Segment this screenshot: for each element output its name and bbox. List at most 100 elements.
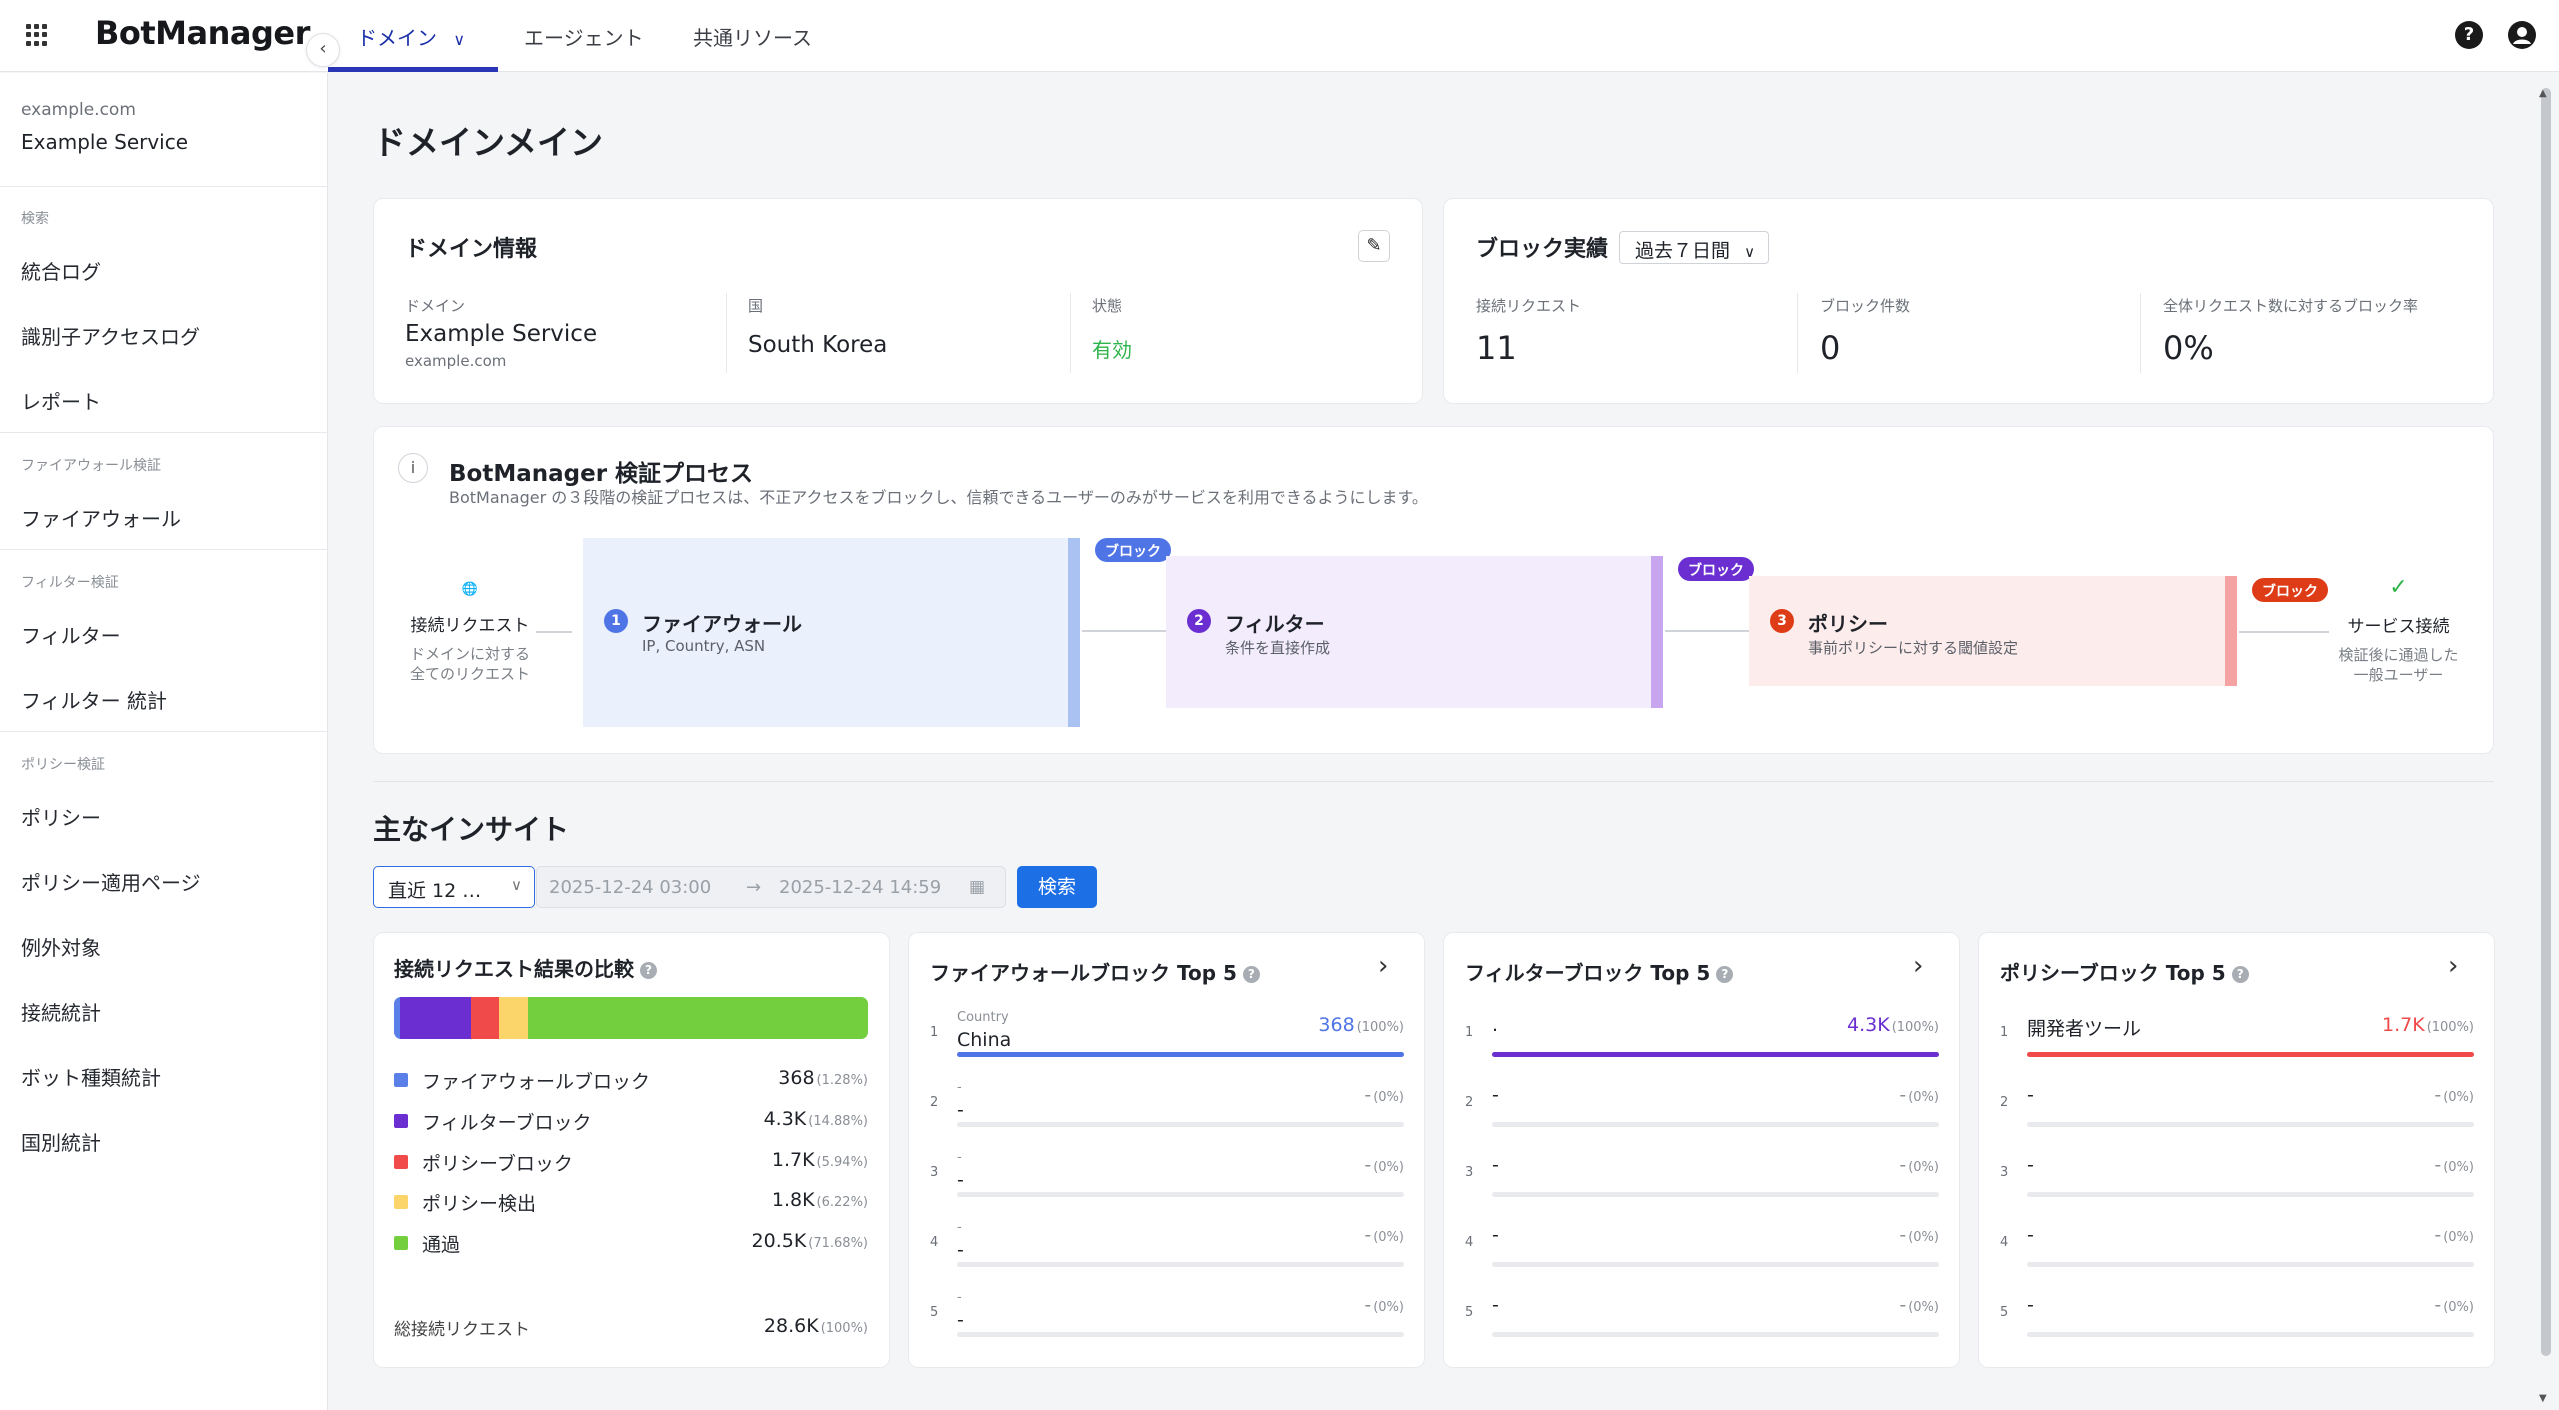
sidebar-section-filter: フィルター検証 bbox=[21, 575, 119, 591]
metric-value-blocks: 0 bbox=[1820, 329, 1841, 367]
legend-value: 1.7K (5.94%) bbox=[772, 1149, 868, 1171]
rank-pct: (0%) bbox=[2443, 1300, 2474, 1315]
rank-value: - (0%) bbox=[2434, 1084, 2474, 1106]
top5-card-title-text: ファイアウォールブロック Top 5 bbox=[930, 961, 1237, 985]
help-icon[interactable]: ? bbox=[640, 962, 657, 979]
date-range-picker[interactable]: 2025-12-24 03:00 → 2025-12-24 14:59 ▦ bbox=[536, 866, 1006, 908]
pencil-icon: ✎ bbox=[1366, 235, 1382, 256]
scroll-down-icon[interactable]: ▼ bbox=[2539, 1393, 2547, 1404]
help-icon[interactable]: ? bbox=[1242, 966, 1260, 983]
legend-count: 1.7K bbox=[771, 1148, 815, 1171]
tab-shared-resources[interactable]: 共通リソース bbox=[693, 26, 812, 50]
rank-count: - bbox=[2434, 1154, 2442, 1176]
rank-row[interactable]: 4- - (0%) bbox=[2000, 1220, 2474, 1280]
rank-row[interactable]: 1 開発者ツール 1.7K (100%) bbox=[2000, 1010, 2474, 1070]
stacked-bar-segment bbox=[528, 997, 868, 1039]
sidebar-item-filter-stats[interactable]: フィルター 統計 bbox=[21, 689, 167, 713]
rank-bar-track bbox=[1492, 1122, 1939, 1127]
rank-row[interactable]: 5- - - (0%) bbox=[930, 1290, 1404, 1350]
rank-number: 3 bbox=[1465, 1165, 1474, 1180]
status-label: 状態 bbox=[1092, 297, 1123, 315]
start-endpoint-sub-2: 全てのリクエスト bbox=[409, 665, 530, 683]
legend-pct: (1.28%) bbox=[816, 1073, 868, 1088]
sidebar-collapse-button[interactable]: ‹ bbox=[306, 33, 340, 67]
help-icon[interactable]: ? bbox=[1716, 966, 1734, 983]
rank-number: 2 bbox=[930, 1095, 939, 1110]
sidebar-item-connection-stats[interactable]: 接続統計 bbox=[21, 1001, 101, 1025]
rank-number: 5 bbox=[930, 1305, 939, 1320]
sidebar-item-exceptions[interactable]: 例外対象 bbox=[21, 936, 101, 960]
app-grid-icon[interactable] bbox=[26, 24, 48, 46]
rank-name: - bbox=[2027, 1084, 2034, 1106]
sidebar-item-firewall[interactable]: ファイアウォール bbox=[21, 507, 181, 531]
sidebar-item-integrated-log[interactable]: 統合ログ bbox=[21, 260, 101, 284]
sidebar-item-report[interactable]: レポート bbox=[21, 390, 101, 414]
sidebar-item-bot-type-stats[interactable]: ボット種類統計 bbox=[21, 1066, 161, 1090]
legend-label: ポリシーブロック bbox=[422, 1152, 573, 1175]
rank-row[interactable]: 1 Country China 368 (100%) bbox=[930, 1010, 1404, 1070]
page-scrollbar[interactable] bbox=[2541, 88, 2551, 1356]
rank-count: - bbox=[1899, 1294, 1907, 1316]
stage-firewall bbox=[583, 538, 1070, 727]
period-select[interactable]: 過去７日間 ∨ bbox=[1619, 231, 1769, 264]
sidebar-item-country-stats[interactable]: 国別統計 bbox=[21, 1131, 101, 1155]
account-icon[interactable] bbox=[2508, 21, 2536, 49]
rank-row[interactable]: 2- - (0%) bbox=[2000, 1080, 2474, 1140]
sidebar-item-policy[interactable]: ポリシー bbox=[21, 806, 101, 830]
legend-swatch bbox=[394, 1236, 408, 1251]
scroll-up-icon[interactable]: ▲ bbox=[2539, 88, 2547, 99]
stage-firewall-bar bbox=[1068, 538, 1080, 727]
stage-policy bbox=[1749, 576, 2236, 686]
divider bbox=[2140, 293, 2141, 373]
sidebar-item-identifier-access-log[interactable]: 識別子アクセスログ bbox=[21, 325, 200, 349]
stage-filter bbox=[1166, 556, 1653, 708]
rank-name: - bbox=[957, 1099, 964, 1121]
search-button[interactable]: 検索 bbox=[1017, 866, 1097, 908]
flow-line bbox=[1665, 630, 1749, 632]
help-icon[interactable]: ? bbox=[2455, 21, 2483, 49]
sidebar-section-firewall: ファイアウォール検証 bbox=[21, 458, 161, 474]
rank-bar-track bbox=[1492, 1052, 1939, 1057]
rank-number: 1 bbox=[930, 1025, 939, 1040]
rank-pct: (0%) bbox=[2443, 1230, 2474, 1245]
rank-row[interactable]: 5- - (0%) bbox=[2000, 1290, 2474, 1350]
range-select[interactable]: 直近 12 … ∨ bbox=[373, 866, 535, 908]
rank-name: - bbox=[1492, 1294, 1499, 1316]
rank-row[interactable]: 2- - - (0%) bbox=[930, 1080, 1404, 1140]
rank-row[interactable]: 3- - (0%) bbox=[1465, 1150, 1939, 1210]
stacked-bar-segment bbox=[498, 997, 529, 1039]
divider bbox=[0, 186, 328, 187]
sidebar-section-search: 検索 bbox=[21, 211, 49, 227]
divider bbox=[0, 731, 328, 732]
edit-domain-button[interactable]: ✎ bbox=[1358, 230, 1390, 262]
stage-num-2: 2 bbox=[1187, 609, 1211, 633]
rank-count: 1.7K bbox=[2382, 1014, 2425, 1036]
stage-name-filter: フィルター bbox=[1225, 612, 1325, 636]
rank-row[interactable]: 3- - (0%) bbox=[2000, 1150, 2474, 1210]
tab-agent[interactable]: エージェント bbox=[524, 26, 644, 50]
rank-row[interactable]: 4- - - (0%) bbox=[930, 1220, 1404, 1280]
tab-domain[interactable]: ドメイン ∨ bbox=[357, 22, 465, 51]
legend-pct: (71.68%) bbox=[808, 1236, 868, 1252]
top-nav-bar: BotManager ドメイン ∨ エージェント 共通リソース ? bbox=[0, 0, 2559, 72]
rank-value: 1.7K (100%) bbox=[2382, 1014, 2474, 1036]
rank-bar-track bbox=[2027, 1122, 2474, 1127]
app-logo[interactable]: BotManager bbox=[95, 14, 310, 52]
chevron-right-icon[interactable]: › bbox=[2448, 951, 2459, 981]
rank-row[interactable]: 2- - (0%) bbox=[1465, 1080, 1939, 1140]
chevron-down-icon: ∨ bbox=[1744, 243, 1756, 261]
rank-number: 3 bbox=[930, 1165, 939, 1180]
tab-domain-label: ドメイン bbox=[357, 26, 437, 50]
rank-row[interactable]: 4- - (0%) bbox=[1465, 1220, 1939, 1280]
help-icon[interactable]: ? bbox=[2231, 966, 2249, 983]
sidebar-item-policy-pages[interactable]: ポリシー適用ページ bbox=[21, 871, 201, 895]
rank-row[interactable]: 5- - (0%) bbox=[1465, 1290, 1939, 1350]
rank-count: - bbox=[2434, 1294, 2442, 1316]
rank-bar-track bbox=[2027, 1052, 2474, 1057]
chevron-right-icon[interactable]: › bbox=[1913, 951, 1924, 981]
calendar-icon: ▦ bbox=[969, 877, 986, 897]
rank-row[interactable]: 1. 4.3K (100%) bbox=[1465, 1010, 1939, 1070]
rank-row[interactable]: 3- - - (0%) bbox=[930, 1150, 1404, 1210]
chevron-right-icon[interactable]: › bbox=[1378, 951, 1389, 981]
sidebar-item-filter[interactable]: フィルター bbox=[21, 624, 121, 648]
